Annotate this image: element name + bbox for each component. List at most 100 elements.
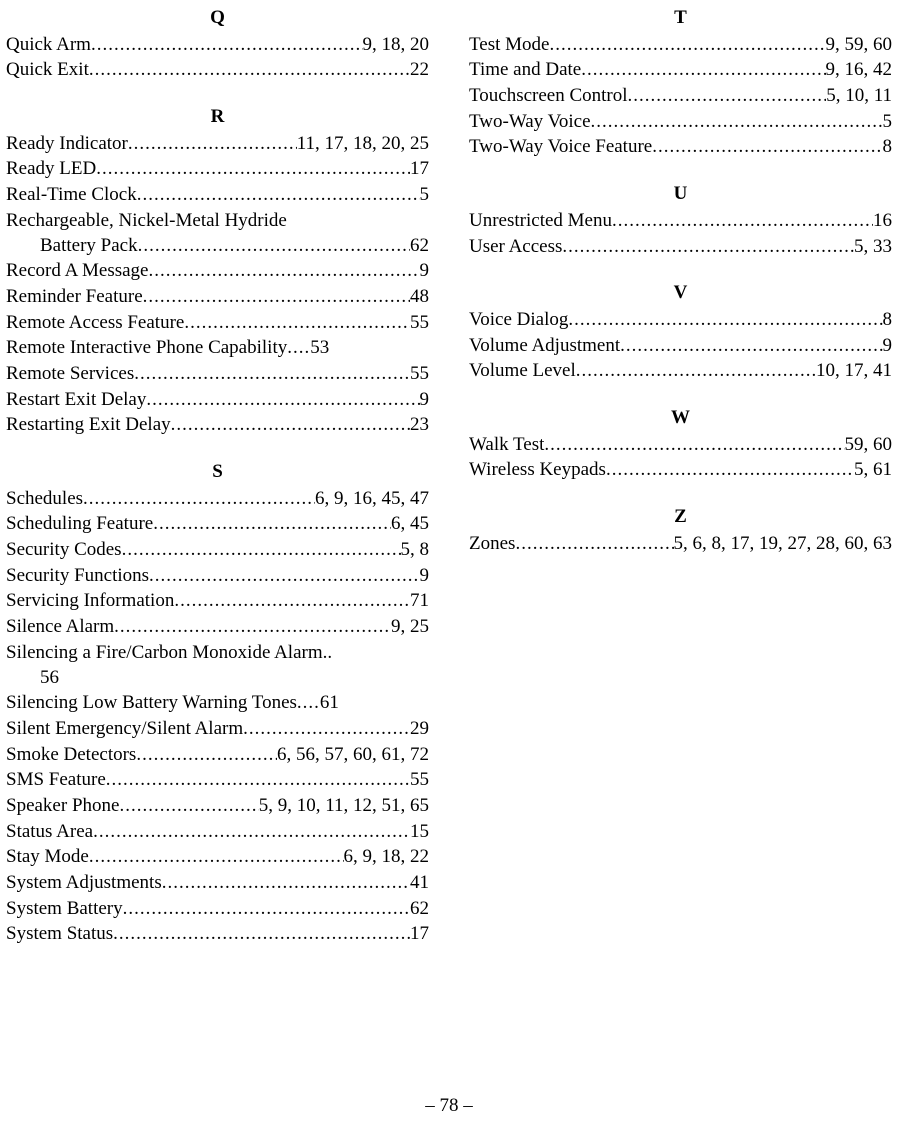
index-term: Two-Way Voice [469,110,591,135]
leader-dots: .... [297,691,320,716]
index-term: Quick Exit [6,58,89,83]
index-term: System Adjustments [6,871,162,896]
leader-dots: ........................................… [143,285,410,310]
index-term: Remote Services [6,362,134,387]
leader-dots: ........................................… [243,717,410,742]
index-pages: 9 [883,334,893,359]
index-entry: Test Mode...............................… [469,33,892,58]
index-entry: Quick Arm...............................… [6,33,429,58]
leader-dots: ........................................… [138,234,410,259]
index-pages: 55 [410,362,429,387]
index-entry: Silencing Low Battery Warning Tones ....… [6,691,429,716]
index-entry: Two-Way Voice...........................… [469,110,892,135]
index-term: Security Codes [6,538,122,563]
index-pages: 5, 6, 8, 17, 19, 27, 28, 60, 63 [674,532,893,557]
index-term: Status Area [6,820,93,845]
right-column: TTest Mode..............................… [469,6,892,948]
index-entry: Remote Services.........................… [6,362,429,387]
leader-dots: ........................................… [106,768,410,793]
index-term: System Status [6,922,113,947]
index-term: System Battery [6,897,123,922]
index-term: Ready LED [6,157,96,182]
index-term: Battery Pack [40,234,138,259]
index-pages: 59, 60 [845,433,893,458]
index-entry: Remote Interactive Phone Capability ....… [6,336,429,361]
index-term: Stay Mode [6,845,89,870]
leader-dots: ........................................… [146,388,419,413]
index-pages: 9, 18, 20 [363,33,430,58]
index-entry: Touchscreen Control.....................… [469,84,892,109]
index-pages: 11, 17, 18, 20, 25 [297,132,429,157]
index-pages: 23 [410,413,429,438]
index-pages: 9, 59, 60 [826,33,893,58]
index-entry: Silencing a Fire/Carbon Monoxide Alarm..… [6,641,429,690]
leader-dots: ........................................… [628,84,827,109]
index-term: SMS Feature [6,768,106,793]
index-term: Volume Adjustment [469,334,620,359]
section-letter: U [469,182,892,207]
index-pages: 5, 61 [854,458,892,483]
index-pages: 55 [410,768,429,793]
index-pages: 71 [410,589,429,614]
index-term: Reminder Feature [6,285,143,310]
index-entry: Time and Date...........................… [469,58,892,83]
section-letter: S [6,460,429,485]
section-letter: W [469,406,892,431]
index-pages: 6, 9, 18, 22 [344,845,430,870]
index-entry: Unrestricted Menu.......................… [469,209,892,234]
section-letter: R [6,105,429,130]
leader-dots: ........................................… [113,922,410,947]
index-entry: Rechargeable, Nickel-Metal HydrideBatter… [6,209,429,258]
index-entry: Quick Exit..............................… [6,58,429,83]
leader-dots: ........................................… [148,259,419,284]
index-entry: Volume Adjustment.......................… [469,334,892,359]
index-term: Schedules [6,487,83,512]
index-pages: 29 [410,717,429,742]
leader-dots: ........................................… [114,615,391,640]
leader-dots: ........................................… [122,538,401,563]
index-pages: 61 [320,691,339,716]
index-term: Zones [469,532,515,557]
index-term: Voice Dialog [469,308,568,333]
index-pages: 5, 8 [401,538,430,563]
index-entry: System Status...........................… [6,922,429,947]
leader-dots: ........................................… [612,209,873,234]
leader-dots: ........................................… [606,458,854,483]
leader-dots: ........................................… [136,743,277,768]
index-pages: 9, 25 [391,615,429,640]
leader-dots: ........................................… [652,135,882,160]
section-letter: T [469,6,892,31]
index-pages: 5, 10, 11 [826,84,892,109]
index-term: Servicing Information [6,589,174,614]
index-term: Restart Exit Delay [6,388,146,413]
index-pages: 9 [420,259,430,284]
leader-dots: ........................................… [149,564,419,589]
index-term: Rechargeable, Nickel-Metal Hydride [6,209,429,234]
index-term: Silencing Low Battery Warning Tones [6,691,297,716]
leader-dots: ........................................… [549,33,825,58]
leader-dots: ........................................… [162,871,410,896]
index-pages: 10, 17, 41 [816,359,892,384]
index-term: Remote Access Feature [6,311,184,336]
leader-dots: ........................................… [89,845,344,870]
leader-dots: ........................................… [153,512,391,537]
index-term: Scheduling Feature [6,512,153,537]
index-pages: 55 [410,311,429,336]
leader-dots: ........................................… [515,532,673,557]
index-term: Volume Level [469,359,576,384]
index-entry: Schedules...............................… [6,487,429,512]
index-entry: Two-Way Voice Feature...................… [469,135,892,160]
section-letter: Z [469,505,892,530]
leader-dots: ........................................… [576,359,816,384]
page-number: – 78 – [0,1094,898,1119]
index-entry: System Battery..........................… [6,897,429,922]
leader-dots: .... [287,336,310,361]
index-pages: 5, 9, 10, 11, 12, 51, 65 [259,794,429,819]
index-pages: 9, 16, 42 [826,58,893,83]
index-pages: 48 [410,285,429,310]
index-entry: Restarting Exit Delay...................… [6,413,429,438]
index-entry: Record A Message........................… [6,259,429,284]
leader-dots: ........................................… [96,157,410,182]
leader-dots: ........................................… [83,487,315,512]
index-pages: 17 [410,157,429,182]
